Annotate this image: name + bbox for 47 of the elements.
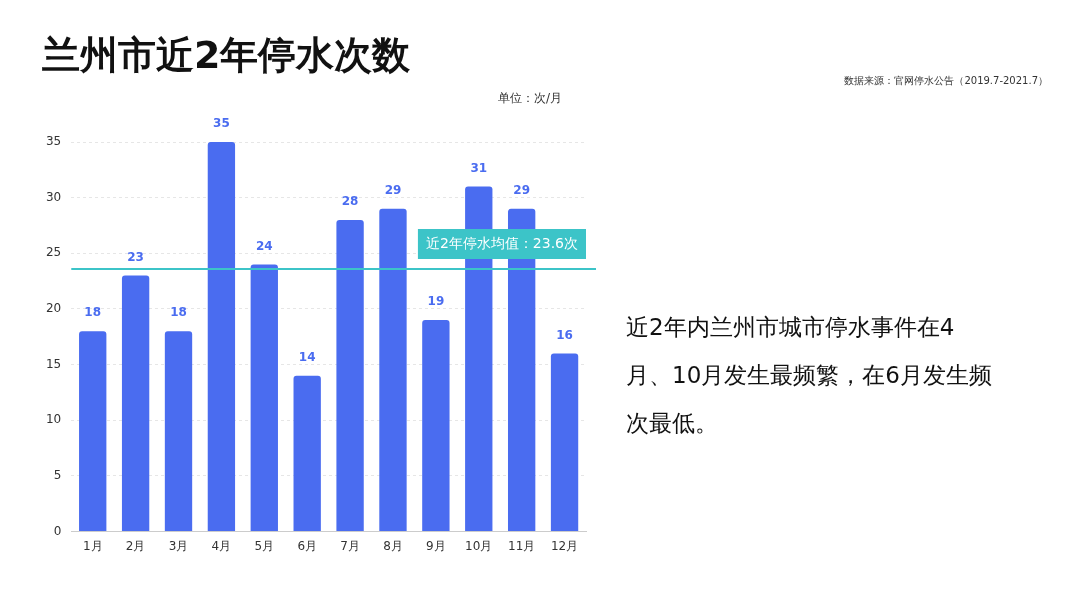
data-label: 35 (213, 116, 230, 131)
bar (121, 275, 150, 532)
x-tick-label: 12月 (550, 538, 579, 553)
bar (79, 331, 107, 532)
y-tick-label: 35 (45, 134, 62, 149)
x-tick-label: 1月 (82, 538, 103, 553)
y-tick-label: 20 (45, 301, 62, 316)
bar (422, 320, 450, 532)
data-label: 31 (470, 160, 488, 175)
data-label: 14 (298, 349, 316, 364)
data-label: 16 (556, 327, 573, 342)
x-tick-label: 11月 (508, 538, 536, 553)
data-label: 29 (513, 182, 531, 197)
bar (207, 142, 236, 532)
x-tick-label: 6月 (297, 538, 318, 553)
y-tick-label: 0 (53, 523, 62, 538)
y-tick-label: 10 (45, 412, 62, 427)
bar (550, 353, 579, 532)
chart-title: 兰州市近2年停水次数 (42, 32, 411, 79)
data-label: 18 (170, 305, 187, 320)
text: 数据来源：官网停水公告（2019.7-2021.7） (844, 74, 1048, 88)
y-axis-title: 单位：次/月 (498, 90, 563, 107)
x-tick-label: 7月 (340, 538, 360, 553)
ref-line-label: 近2年停水均值：23.6次 (425, 234, 579, 251)
bar (293, 375, 321, 532)
data-label: 28 (341, 194, 359, 209)
bar (336, 219, 364, 532)
y-tick-label: 25 (45, 245, 62, 260)
x-tick-label: 10月 (465, 538, 493, 553)
x-tick-label: 4月 (211, 538, 232, 553)
x-tick-label: 5月 (254, 538, 275, 553)
bar (164, 331, 193, 532)
data-label: 23 (127, 249, 144, 264)
bar (250, 264, 278, 532)
x-tick-label: 9月 (426, 538, 446, 553)
y-tick-label: 15 (45, 356, 62, 371)
data-label: 19 (427, 294, 445, 309)
x-tick-label: 2月 (125, 538, 146, 553)
y-tick-label: 5 (53, 468, 62, 483)
x-tick-label: 3月 (168, 538, 189, 553)
data-label: 18 (84, 305, 102, 320)
y-tick-label: 30 (45, 189, 62, 204)
text: 近2年内兰州市城市停水事件在4月、10月发生最频繁，在6月发生频次最低。 (626, 313, 993, 438)
bar (379, 208, 407, 532)
x-tick-label: 8月 (383, 538, 403, 553)
data-label: 24 (255, 238, 273, 253)
data-label: 29 (384, 182, 402, 197)
